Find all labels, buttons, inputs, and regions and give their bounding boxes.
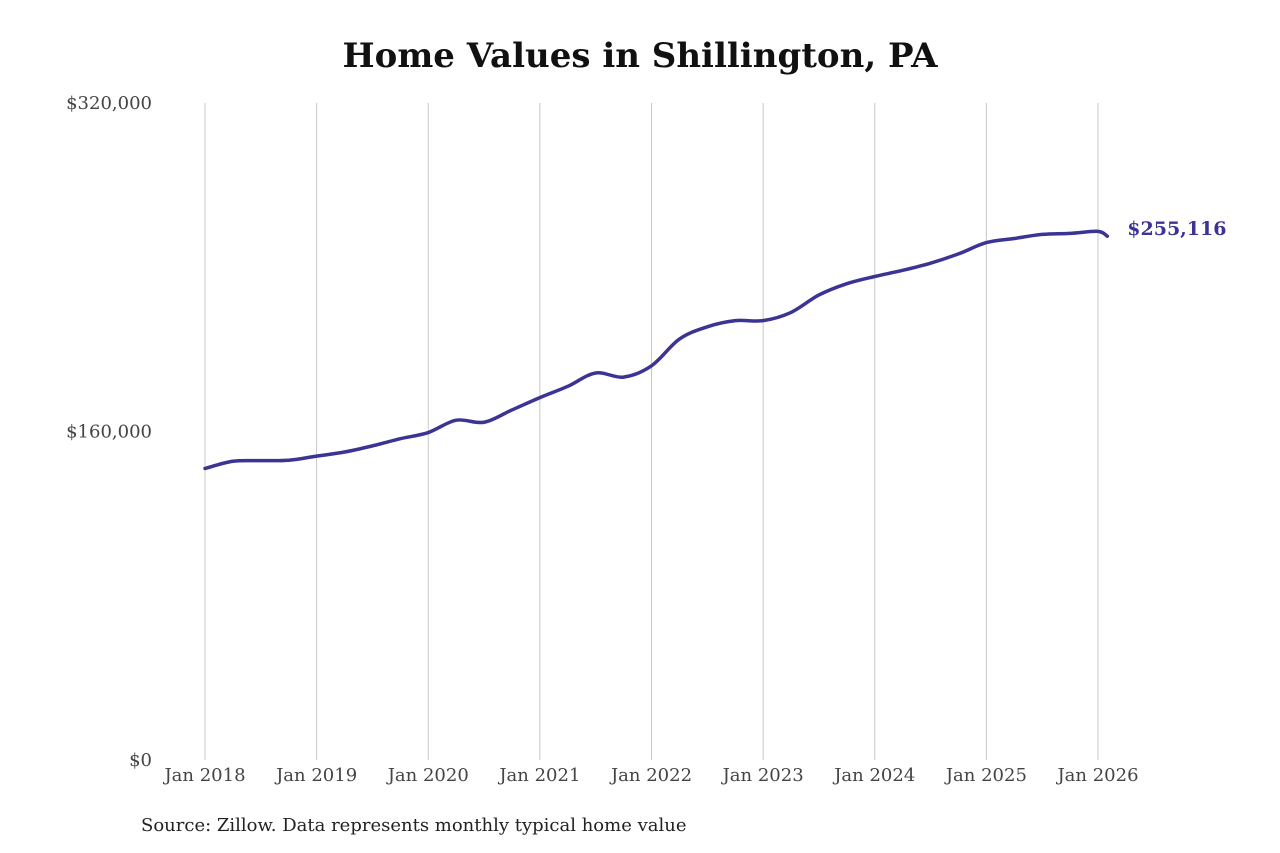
x-tick-label: Jan 2021 [497, 765, 580, 786]
y-tick-label: $160,000 [66, 422, 152, 443]
y-tick-label: $0 [129, 750, 152, 771]
x-tick-label: Jan 2025 [944, 765, 1027, 786]
y-tick-label: $320,000 [66, 93, 152, 114]
x-tick-label: Jan 2023 [721, 765, 804, 786]
x-tick-label: Jan 2022 [609, 765, 692, 786]
x-tick-label: Jan 2026 [1055, 765, 1138, 786]
x-tick-label: Jan 2018 [162, 765, 245, 786]
end-value-label: $255,116 [1127, 218, 1226, 240]
source-note: Source: Zillow. Data represents monthly … [141, 815, 687, 836]
x-tick-label: Jan 2020 [386, 765, 469, 786]
x-tick-label: Jan 2024 [832, 765, 915, 786]
series-line [203, 229, 1110, 471]
chart-title: Home Values in Shillington, PA [342, 36, 938, 76]
x-tick-label: Jan 2019 [274, 765, 357, 786]
